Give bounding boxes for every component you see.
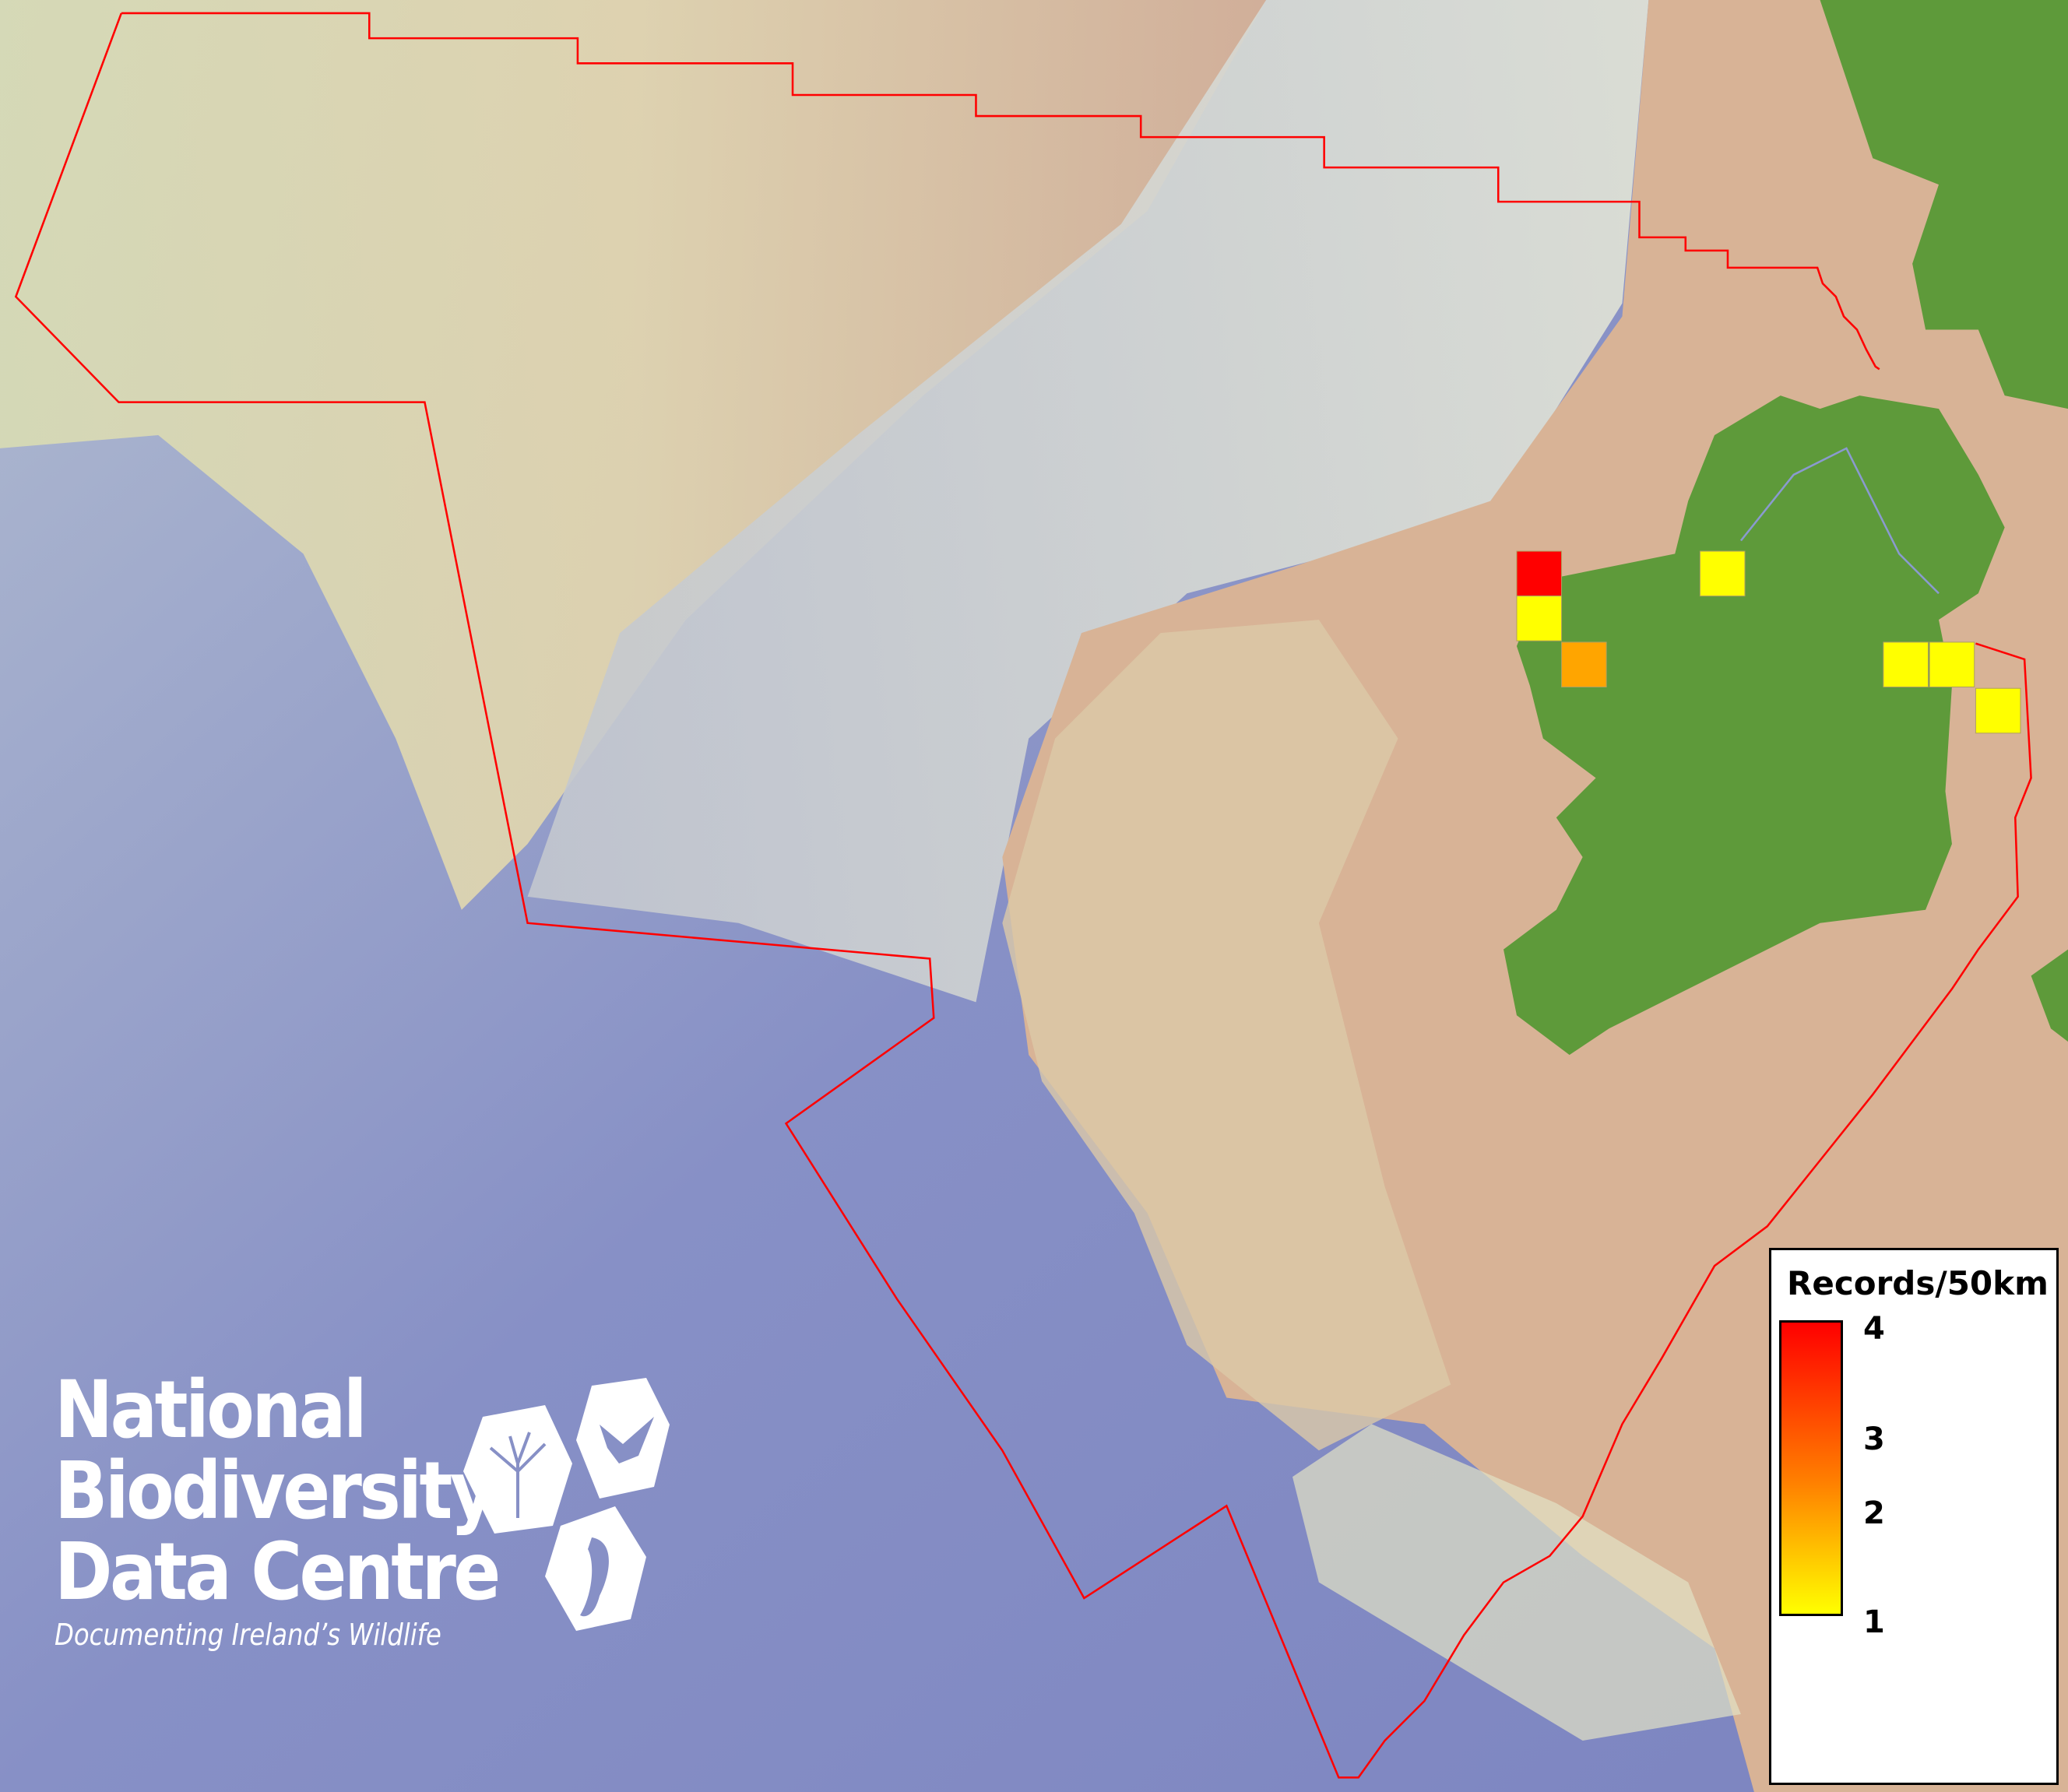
grid-cell-value-1 — [1929, 641, 1975, 688]
nbdc-logo: National Biodiversity Data Centre Docume… — [55, 1364, 559, 1653]
study-area-boundary-west — [14, 12, 2032, 1779]
rockall-bank — [0, 0, 1267, 910]
legend-tick-1: 1 — [1863, 1604, 1885, 1640]
grid-cell-value-4 — [1516, 550, 1563, 597]
grid-cell-value-1 — [1883, 641, 1929, 688]
logo-line-3: Data Centre — [55, 1526, 501, 1618]
legend-title: Records/50km — [1787, 1264, 2049, 1302]
grid-cells — [1516, 550, 2021, 734]
study-area-boundary — [121, 12, 1880, 371]
shelf-edge-shallows — [1292, 1424, 1741, 1741]
grid-cell-value-1 — [1699, 550, 1746, 597]
logo-hexagons — [463, 1378, 670, 1631]
seahorse-icon — [545, 1506, 646, 1631]
rockall-trough — [527, 0, 1649, 1003]
scotland-land — [1820, 0, 2068, 409]
wales-land — [2031, 949, 2068, 1042]
ireland-land — [1504, 395, 2005, 1056]
grid-cell-value-1 — [1975, 687, 2021, 734]
butterfly-icon — [576, 1378, 670, 1499]
legend-tick-3: 3 — [1863, 1421, 1885, 1457]
logo-line-1: National — [55, 1364, 368, 1456]
northern-ireland-border — [1739, 447, 1940, 595]
legend-tick-2: 2 — [1863, 1495, 1885, 1531]
grid-cell-value-2 — [1561, 641, 1607, 688]
legend-tick-4: 4 — [1863, 1311, 1885, 1347]
legend-color-ramp — [1779, 1320, 1843, 1616]
legend: Records/50km 4 3 2 1 — [1769, 1248, 2059, 1785]
porcupine-bank — [1002, 620, 1451, 1451]
grid-cell-value-1 — [1516, 596, 1563, 641]
logo-tagline: Documenting Ireland’s Wildlife — [55, 1618, 441, 1652]
plant-icon — [463, 1405, 572, 1534]
logo-line-2: Biodiversity — [55, 1445, 495, 1537]
